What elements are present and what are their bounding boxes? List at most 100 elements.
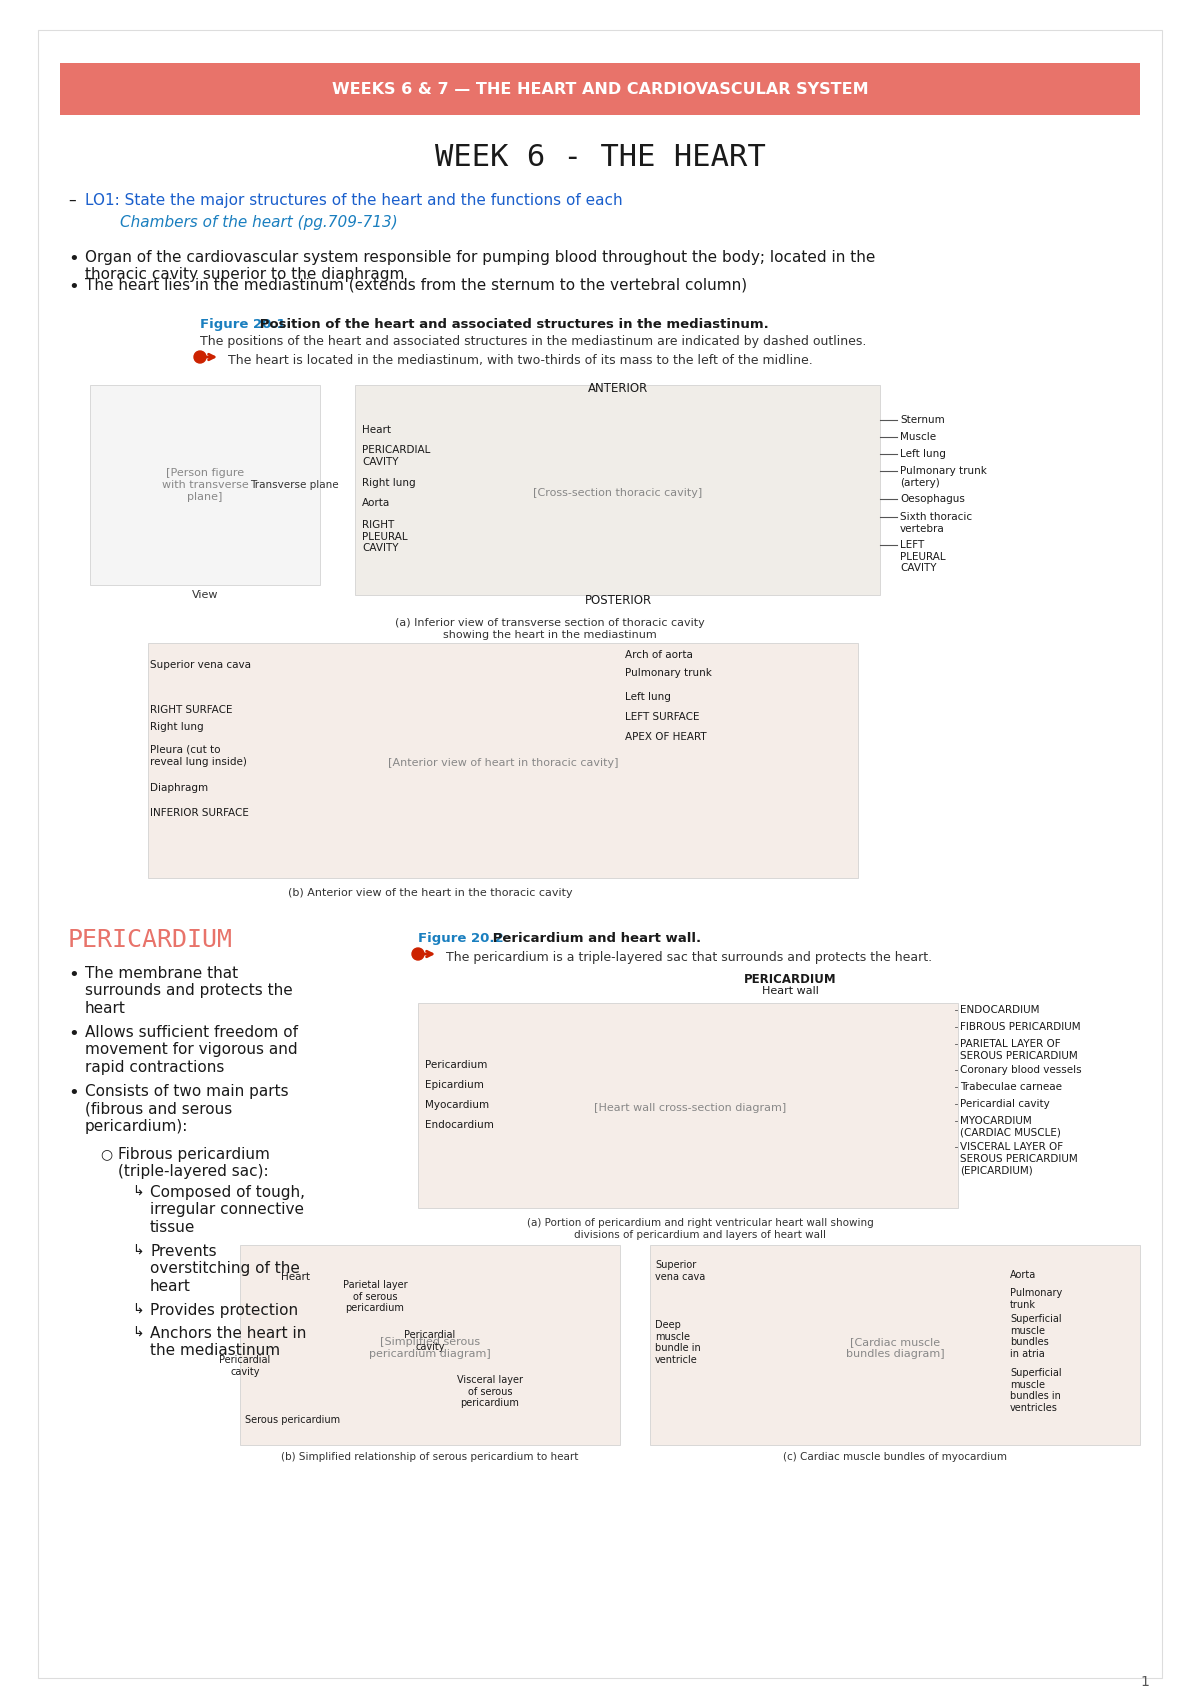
Text: ↳: ↳ — [132, 1185, 144, 1200]
Text: •: • — [68, 1025, 79, 1044]
Text: The heart lies in the mediastinum (extends from the sternum to the vertebral col: The heart lies in the mediastinum (exten… — [85, 278, 748, 294]
Text: Anchors the heart in
the mediastinum: Anchors the heart in the mediastinum — [150, 1325, 306, 1358]
Text: Trabeculae carneae: Trabeculae carneae — [960, 1083, 1062, 1091]
Text: Right lung: Right lung — [362, 479, 415, 489]
Text: The heart is located in the mediastinum, with two-thirds of its mass to the left: The heart is located in the mediastinum,… — [228, 355, 812, 367]
Text: The pericardium is a triple-layered sac that surrounds and protects the heart.: The pericardium is a triple-layered sac … — [446, 950, 932, 964]
Text: Pulmonary
trunk: Pulmonary trunk — [1010, 1288, 1062, 1310]
Text: –: – — [68, 192, 76, 207]
Text: Prevents
overstitching of the
heart: Prevents overstitching of the heart — [150, 1244, 300, 1293]
Text: RIGHT
PLEURAL
CAVITY: RIGHT PLEURAL CAVITY — [362, 519, 408, 553]
Text: Myocardium: Myocardium — [425, 1100, 490, 1110]
Text: PARIETAL LAYER OF
SEROUS PERICARDIUM: PARIETAL LAYER OF SEROUS PERICARDIUM — [960, 1039, 1078, 1061]
FancyBboxPatch shape — [650, 1246, 1140, 1446]
Text: Superior
vena cava: Superior vena cava — [655, 1259, 706, 1281]
Text: Pulmonary trunk: Pulmonary trunk — [625, 669, 712, 679]
Text: View: View — [192, 591, 218, 601]
Text: Coronary blood vessels: Coronary blood vessels — [960, 1066, 1081, 1074]
Text: LEFT SURFACE: LEFT SURFACE — [625, 713, 700, 721]
FancyBboxPatch shape — [148, 643, 858, 877]
Text: ↳: ↳ — [132, 1325, 144, 1341]
Text: Figure 20.2: Figure 20.2 — [418, 932, 504, 945]
Text: Position of the heart and associated structures in the mediastinum.: Position of the heart and associated str… — [256, 317, 769, 331]
Text: Pulmonary trunk
(artery): Pulmonary trunk (artery) — [900, 467, 986, 487]
Text: Deep
muscle
bundle in
ventricle: Deep muscle bundle in ventricle — [655, 1320, 701, 1364]
Text: Organ of the cardiovascular system responsible for pumping blood throughout the : Organ of the cardiovascular system respo… — [85, 249, 875, 282]
Text: Composed of tough,
irregular connective
tissue: Composed of tough, irregular connective … — [150, 1185, 305, 1235]
Text: Heart: Heart — [281, 1273, 310, 1281]
Text: (a) Inferior view of transverse section of thoracic cavity
showing the heart in : (a) Inferior view of transverse section … — [395, 618, 704, 640]
Text: Epicardium: Epicardium — [425, 1079, 484, 1089]
Text: Left lung: Left lung — [900, 450, 946, 458]
Text: Fibrous pericardium
(triple-layered sac):: Fibrous pericardium (triple-layered sac)… — [118, 1147, 270, 1179]
Text: Arch of aorta: Arch of aorta — [625, 650, 692, 660]
Text: [Cardiac muscle
bundles diagram]: [Cardiac muscle bundles diagram] — [846, 1337, 944, 1359]
Text: Heart: Heart — [362, 424, 391, 434]
Text: Figure 20.1: Figure 20.1 — [200, 317, 286, 331]
Text: (b) Anterior view of the heart in the thoracic cavity: (b) Anterior view of the heart in the th… — [288, 888, 572, 898]
Text: Superficial
muscle
bundles in
ventricles: Superficial muscle bundles in ventricles — [1010, 1368, 1062, 1414]
Text: Transverse plane: Transverse plane — [250, 480, 338, 490]
FancyBboxPatch shape — [90, 385, 320, 585]
Text: WEEKS 6 & 7 — THE HEART AND CARDIOVASCULAR SYSTEM: WEEKS 6 & 7 — THE HEART AND CARDIOVASCUL… — [331, 81, 869, 97]
Text: Superficial
muscle
bundles
in atria: Superficial muscle bundles in atria — [1010, 1313, 1062, 1359]
Text: PERICARDIAL
CAVITY: PERICARDIAL CAVITY — [362, 445, 431, 467]
Text: INFERIOR SURFACE: INFERIOR SURFACE — [150, 808, 248, 818]
Text: Pericardium and heart wall.: Pericardium and heart wall. — [488, 932, 701, 945]
Text: WEEK 6 - THE HEART: WEEK 6 - THE HEART — [434, 144, 766, 173]
Text: Right lung: Right lung — [150, 721, 204, 731]
Text: •: • — [68, 278, 79, 295]
Text: ANTERIOR: ANTERIOR — [588, 382, 648, 394]
Text: •: • — [68, 966, 79, 984]
Text: [Person figure
with transverse
plane]: [Person figure with transverse plane] — [162, 468, 248, 502]
Text: Left lung: Left lung — [625, 692, 671, 703]
Text: Pericardium: Pericardium — [425, 1061, 487, 1071]
Circle shape — [412, 949, 424, 961]
Circle shape — [194, 351, 206, 363]
Text: PERICARDIUM: PERICARDIUM — [68, 928, 233, 952]
Text: Chambers of the heart (pg.709-713): Chambers of the heart (pg.709-713) — [120, 214, 397, 229]
Text: •: • — [68, 249, 79, 268]
Text: APEX OF HEART: APEX OF HEART — [625, 731, 707, 742]
Text: RIGHT SURFACE: RIGHT SURFACE — [150, 704, 233, 714]
Text: Heart wall: Heart wall — [762, 986, 818, 996]
Text: 1: 1 — [1140, 1675, 1150, 1689]
Text: [Simplified serous
pericardium diagram]: [Simplified serous pericardium diagram] — [370, 1337, 491, 1359]
Text: Sixth thoracic
vertebra: Sixth thoracic vertebra — [900, 512, 972, 533]
Text: VISCERAL LAYER OF
SEROUS PERICARDIUM
(EPICARDIUM): VISCERAL LAYER OF SEROUS PERICARDIUM (EP… — [960, 1142, 1078, 1176]
Text: Pleura (cut to
reveal lung inside): Pleura (cut to reveal lung inside) — [150, 745, 247, 767]
Text: (c) Cardiac muscle bundles of myocardium: (c) Cardiac muscle bundles of myocardium — [784, 1453, 1007, 1463]
Text: The membrane that
surrounds and protects the
heart: The membrane that surrounds and protects… — [85, 966, 293, 1017]
Text: Pericardial cavity: Pericardial cavity — [960, 1100, 1050, 1110]
Text: ENDOCARDIUM: ENDOCARDIUM — [960, 1005, 1039, 1015]
FancyBboxPatch shape — [240, 1246, 620, 1446]
Text: Endocardium: Endocardium — [425, 1120, 494, 1130]
Text: Serous pericardium: Serous pericardium — [245, 1415, 340, 1425]
Text: MYOCARDIUM
(CARDIAC MUSCLE): MYOCARDIUM (CARDIAC MUSCLE) — [960, 1117, 1061, 1137]
FancyBboxPatch shape — [418, 1003, 958, 1208]
Text: Pericardial
cavity: Pericardial cavity — [220, 1354, 271, 1376]
Text: Superior vena cava: Superior vena cava — [150, 660, 251, 670]
FancyBboxPatch shape — [355, 385, 880, 596]
Text: LO1: State the major structures of the heart and the functions of each: LO1: State the major structures of the h… — [85, 192, 623, 207]
Text: [Heart wall cross-section diagram]: [Heart wall cross-section diagram] — [594, 1103, 786, 1113]
Text: [Anterior view of heart in thoracic cavity]: [Anterior view of heart in thoracic cavi… — [388, 759, 618, 769]
Text: [Cross-section thoracic cavity]: [Cross-section thoracic cavity] — [533, 489, 703, 497]
Text: Muscle: Muscle — [900, 433, 936, 441]
Text: (b) Simplified relationship of serous pericardium to heart: (b) Simplified relationship of serous pe… — [281, 1453, 578, 1463]
Text: Allows sufficient freedom of
movement for vigorous and
rapid contractions: Allows sufficient freedom of movement fo… — [85, 1025, 298, 1074]
Text: Diaphragm: Diaphragm — [150, 782, 208, 792]
Text: ○: ○ — [100, 1147, 112, 1161]
Text: Sternum: Sternum — [900, 416, 944, 424]
Text: PERICARDIUM: PERICARDIUM — [744, 972, 836, 986]
Text: The positions of the heart and associated structures in the mediastinum are indi: The positions of the heart and associate… — [200, 334, 866, 348]
Text: Aorta: Aorta — [362, 497, 390, 507]
Text: Aorta: Aorta — [1010, 1269, 1037, 1280]
Text: POSTERIOR: POSTERIOR — [584, 594, 652, 606]
Text: ↳: ↳ — [132, 1303, 144, 1317]
Text: •: • — [68, 1084, 79, 1101]
FancyBboxPatch shape — [60, 63, 1140, 115]
Text: Provides protection: Provides protection — [150, 1303, 298, 1319]
Text: Oesophagus: Oesophagus — [900, 494, 965, 504]
Text: Parietal layer
of serous
pericardium: Parietal layer of serous pericardium — [343, 1280, 407, 1313]
